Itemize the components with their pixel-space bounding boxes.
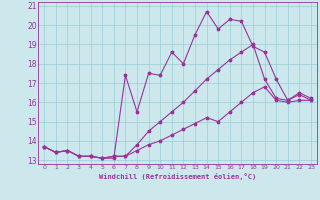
X-axis label: Windchill (Refroidissement éolien,°C): Windchill (Refroidissement éolien,°C) xyxy=(99,173,256,180)
